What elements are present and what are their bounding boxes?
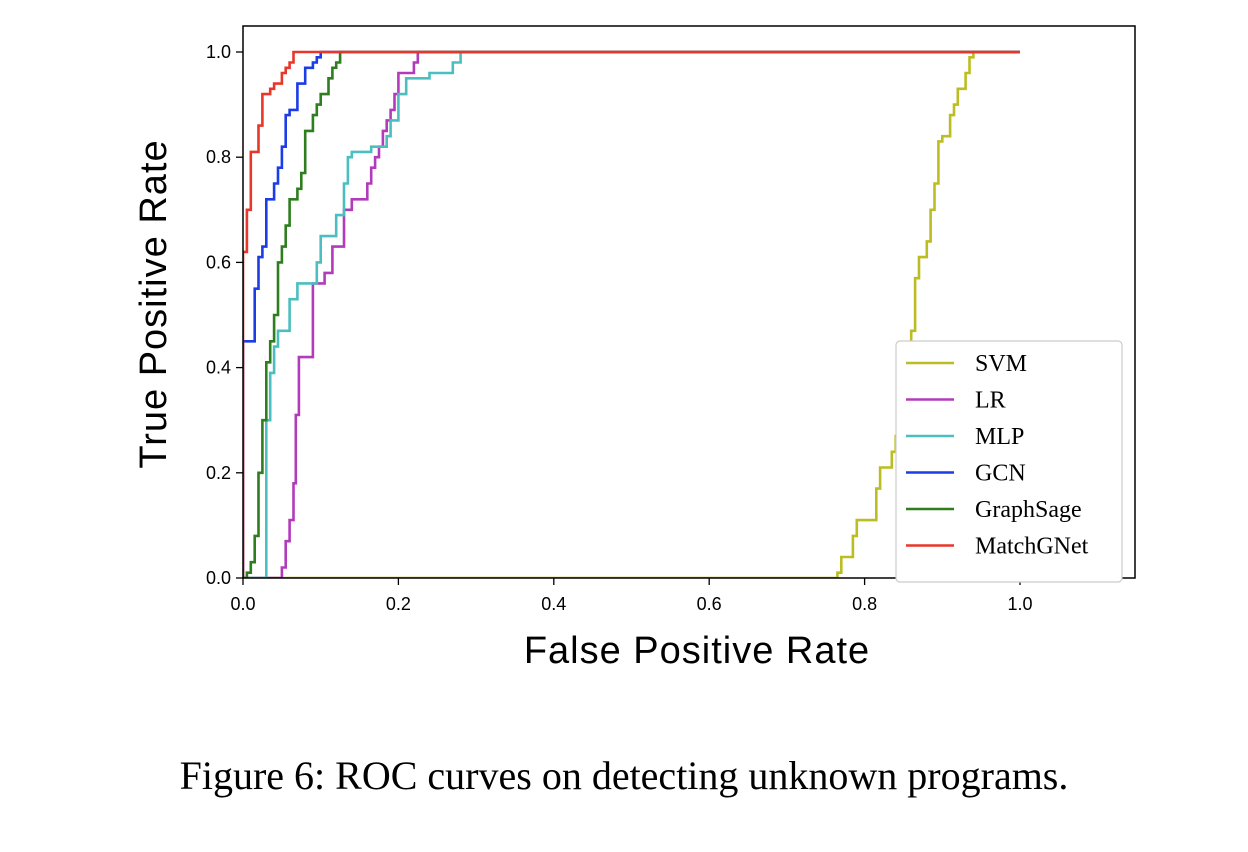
legend-label-graphsage: GraphSage	[975, 497, 1082, 523]
axis-ticks: 0.0 0.2 0.4 0.6 0.8 1.0 0.0 0.2 0.4 0.6 0.8 1.0	[206, 42, 1033, 614]
series-line-gcn	[243, 50, 1020, 578]
plot-frame	[242, 25, 1136, 579]
y-tick-label: 0.6	[206, 252, 231, 272]
x-tick-label: 0.8	[852, 594, 877, 614]
x-axis-label: False Positive Rate	[524, 630, 870, 672]
series-line-mlp	[243, 50, 1020, 578]
series-line-svm	[243, 50, 1020, 578]
x-tick-label: 0.0	[230, 594, 255, 614]
y-tick-label: 1.0	[206, 42, 231, 62]
roc-curves	[243, 50, 1020, 578]
series-line-lr	[243, 50, 1020, 578]
series-line-graphsage	[243, 50, 1020, 578]
figure-caption: Figure 6: ROC curves on detecting unknow…	[179, 753, 1069, 798]
legend-box	[895, 340, 1123, 583]
y-tick-label: 0.2	[206, 463, 231, 483]
y-tick-label: 0.4	[206, 358, 231, 378]
legend-label-mlp: MLP	[975, 424, 1024, 450]
y-tick-label: 0.8	[206, 147, 231, 167]
legend-label-svm: SVM	[975, 351, 1027, 377]
legend: SVM LR MLP GCN GraphSage MatchGNet	[895, 340, 1123, 583]
legend-label-gcn: GCN	[975, 461, 1026, 487]
legend-label-matchgnet: MatchGNet	[975, 534, 1089, 560]
x-tick-label: 1.0	[1007, 594, 1032, 614]
roc-chart: 0.0 0.2 0.4 0.6 0.8 1.0 0.0 0.2 0.4 0.6 0.8 1.0 Fal…	[133, 25, 1136, 672]
x-tick-label: 0.4	[541, 594, 566, 614]
x-tick-label: 0.2	[386, 594, 411, 614]
legend-label-lr: LR	[975, 388, 1006, 414]
series-line-matchgnet	[243, 50, 1020, 578]
x-tick-label: 0.6	[697, 594, 722, 614]
y-axis-label: True Positive Rate	[133, 139, 175, 468]
y-tick-label: 0.0	[206, 568, 231, 588]
